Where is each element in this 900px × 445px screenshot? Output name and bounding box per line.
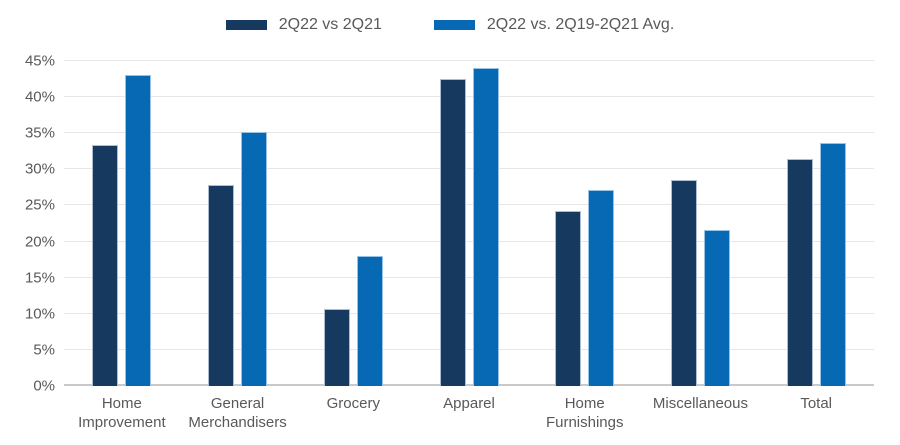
x-category-label: Total — [758, 394, 874, 432]
x-category-label: General Merchandisers — [180, 394, 296, 432]
bar — [241, 131, 268, 386]
x-category-label: Home Furnishings — [527, 394, 643, 432]
bar — [356, 256, 383, 386]
bar-groups — [64, 61, 874, 386]
y-tick-label: 10% — [24, 305, 55, 323]
bar — [439, 79, 466, 386]
x-category-label-text: Home Furnishings — [545, 395, 624, 431]
y-tick-label: 30% — [24, 160, 55, 178]
y-tick-label: 5% — [33, 341, 55, 359]
gridline — [64, 312, 874, 314]
x-axis-line — [64, 384, 874, 386]
x-category-label: Grocery — [295, 394, 411, 432]
gridline — [64, 348, 874, 350]
y-tick-label: 35% — [24, 124, 55, 142]
gridline — [64, 204, 874, 206]
y-tick-label: 0% — [33, 377, 55, 395]
bar — [92, 144, 119, 386]
bar — [670, 180, 697, 386]
bar-group — [643, 61, 759, 386]
y-tick-label: 40% — [24, 88, 55, 106]
x-category-label: Home Improvement — [64, 394, 180, 432]
x-category-label: Miscellaneous — [643, 394, 759, 432]
bar — [555, 211, 582, 386]
bar — [786, 159, 813, 386]
x-category-label-text: General Merchandisers — [188, 395, 287, 431]
bar — [588, 190, 615, 386]
gridline — [64, 96, 874, 98]
y-tick-label: 20% — [24, 233, 55, 251]
y-tick-label: 45% — [24, 52, 55, 70]
bar-group — [758, 61, 874, 386]
x-category-label-text: Home Improvement — [78, 395, 166, 431]
bar — [125, 75, 152, 386]
legend-label: 2Q22 vs. 2Q19-2Q21 Avg. — [486, 16, 675, 33]
bar — [208, 184, 235, 386]
bar — [472, 68, 499, 386]
bar-group — [411, 61, 527, 386]
gridline — [64, 60, 874, 61]
gridline — [64, 240, 874, 242]
y-tick-label: 25% — [24, 196, 55, 214]
bar — [323, 308, 350, 386]
gridline — [64, 168, 874, 170]
bar-group — [527, 61, 643, 386]
x-category-label-text: Apparel — [443, 395, 495, 412]
legend-item: 2Q22 vs. 2Q19-2Q21 Avg. — [433, 16, 675, 34]
bar-group — [64, 61, 180, 386]
bar-group — [295, 61, 411, 386]
bar — [703, 230, 730, 386]
x-category-label-text: Total — [800, 395, 833, 412]
y-tick-label: 15% — [24, 269, 55, 287]
gridline — [64, 276, 874, 278]
legend-item: 2Q22 vs 2Q21 — [225, 16, 382, 34]
legend-swatch — [225, 20, 267, 30]
bar — [819, 142, 846, 386]
x-category-label-text: Miscellaneous — [652, 395, 748, 412]
legend: 2Q22 vs 2Q21 2Q22 vs. 2Q19-2Q21 Avg. — [0, 14, 900, 36]
plot-area: 0% 5% 10% 15% 20% 25% 30% 35% 40% 45% — [25, 53, 874, 395]
x-axis-labels: Home Improvement General Merchandisers Gro… — [64, 394, 874, 432]
legend-label: 2Q22 vs 2Q21 — [278, 16, 382, 33]
x-category-label: Apparel — [411, 394, 527, 432]
x-category-label-text: Grocery — [326, 395, 380, 412]
legend-swatch — [433, 20, 475, 30]
bar-group — [180, 61, 296, 386]
gridline — [64, 132, 874, 134]
